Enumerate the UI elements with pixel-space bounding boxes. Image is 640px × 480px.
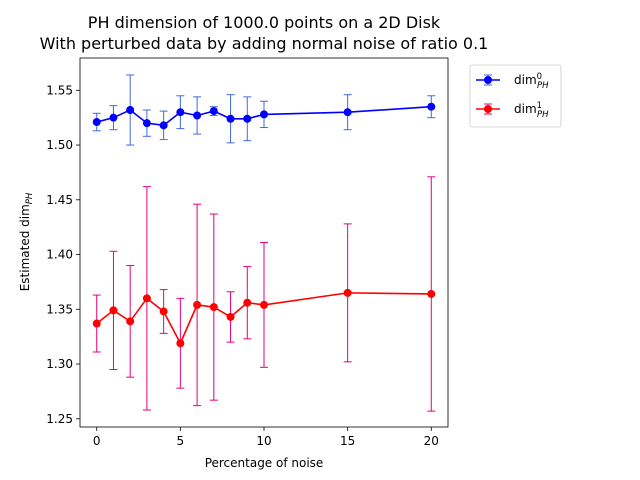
y-tick-label: 1.25: [46, 412, 73, 426]
data-point: [209, 107, 218, 116]
legend-label-main: dim: [514, 102, 537, 116]
x-tick-label: 10: [256, 434, 271, 448]
data-point: [343, 108, 352, 117]
data-point: [243, 298, 252, 307]
data-point: [176, 339, 185, 348]
y-axis-label-subscript: PH: [25, 192, 35, 204]
y-tick-label: 1.40: [46, 248, 73, 262]
y-tick-label: 1.55: [46, 83, 73, 97]
data-point: [159, 307, 168, 316]
data-point: [343, 288, 352, 297]
y-axis-label: Estimated dimPH: [18, 192, 35, 291]
data-point: [193, 111, 202, 120]
legend-marker: [484, 76, 492, 84]
data-point: [260, 110, 268, 119]
x-axis-ticks: 0 5 10 15 20: [93, 427, 439, 448]
data-point: [226, 312, 235, 321]
x-tick-label: 20: [424, 434, 439, 448]
series-layer: [92, 74, 436, 412]
y-axis-label-main: Estimated dim: [18, 204, 32, 291]
series-1: [92, 176, 436, 412]
x-tick-label: 5: [177, 434, 185, 448]
chart-title-line-1: PH dimension of 1000.0 points on a 2D Di…: [88, 13, 441, 32]
y-tick-label: 1.45: [46, 193, 73, 207]
data-point: [260, 300, 268, 309]
legend-label-subscript: PH: [537, 81, 549, 91]
legend-label-main: dim: [514, 73, 537, 87]
legend-marker: [484, 105, 492, 113]
data-point: [92, 319, 101, 328]
data-point: [209, 303, 218, 312]
y-tick-label: 1.35: [46, 302, 73, 316]
data-point: [159, 121, 168, 130]
data-point: [193, 300, 202, 309]
legend-label-subscript: PH: [537, 110, 549, 120]
data-point: [142, 294, 151, 303]
data-point: [109, 306, 118, 315]
legend-label-1: dim1 PH: [514, 101, 549, 120]
data-point: [109, 113, 118, 122]
legend-label-superscript: 1: [537, 101, 542, 111]
x-tick-label: 0: [93, 434, 101, 448]
chart-title-line-2: With perturbed data by adding normal noi…: [40, 34, 489, 53]
y-axis-ticks: 1.25 1.30 1.35 1.40 1.45 1.50 1.55: [46, 83, 80, 426]
data-point: [427, 289, 436, 298]
series-0: [92, 74, 436, 146]
legend-label-superscript: 0: [537, 72, 542, 82]
y-tick-label: 1.50: [46, 138, 73, 152]
data-point: [226, 114, 235, 123]
data-point: [126, 317, 135, 326]
x-tick-label: 15: [340, 434, 355, 448]
legend-label-0: dim0 PH: [514, 72, 549, 91]
data-point: [142, 119, 151, 128]
data-point: [126, 106, 135, 115]
data-point: [243, 114, 252, 123]
data-point: [92, 118, 101, 127]
y-tick-label: 1.30: [46, 357, 73, 371]
data-point: [176, 108, 185, 117]
x-axis-label: Percentage of noise: [205, 456, 324, 470]
data-point: [427, 102, 436, 111]
